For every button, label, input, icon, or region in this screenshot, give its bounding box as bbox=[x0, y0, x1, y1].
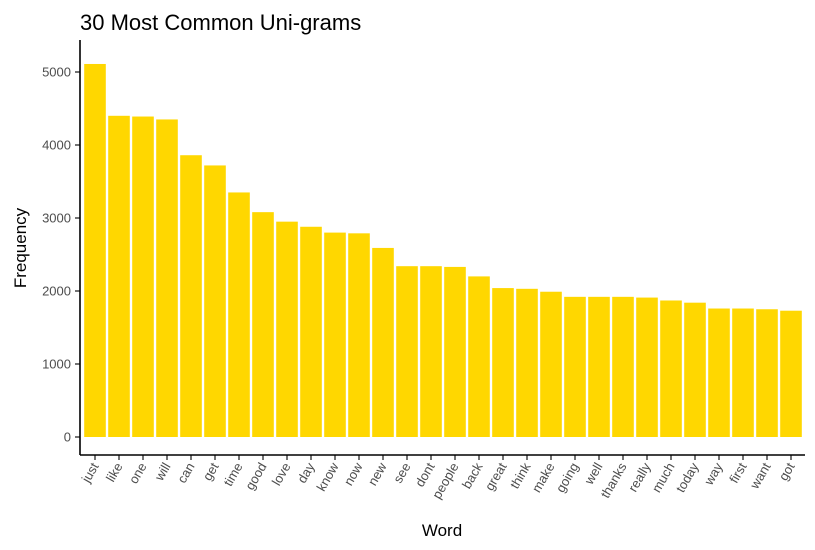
x-tick-label-got: got bbox=[776, 460, 798, 483]
bar-great bbox=[492, 288, 514, 437]
x-tick-label-much: much bbox=[649, 460, 678, 495]
bar-good bbox=[252, 212, 274, 437]
bar-new bbox=[372, 247, 394, 437]
x-tick-label-going: going bbox=[553, 460, 582, 495]
bar-day bbox=[300, 226, 322, 437]
bar-know bbox=[324, 232, 346, 437]
y-axis-title: Frequency bbox=[11, 207, 30, 288]
y-tick-label-0: 0 bbox=[64, 430, 71, 445]
bar-well bbox=[588, 296, 610, 437]
x-tick-label-will: will bbox=[151, 460, 174, 484]
x-tick-label-really: really bbox=[625, 460, 654, 495]
bar-dont bbox=[420, 266, 442, 437]
bar-time bbox=[228, 192, 250, 437]
bar-love bbox=[276, 221, 298, 437]
y-tick-label-4000: 4000 bbox=[42, 138, 71, 153]
bar-will bbox=[156, 119, 178, 437]
bar-now bbox=[348, 233, 370, 437]
x-tick-label-first: first bbox=[726, 460, 750, 486]
x-tick-label-great: great bbox=[482, 460, 510, 493]
bar-really bbox=[636, 297, 658, 437]
x-tick-label-good: good bbox=[242, 460, 269, 493]
bar-can bbox=[180, 155, 202, 437]
x-tick-label-know: know bbox=[313, 459, 341, 493]
x-tick-label-want: want bbox=[746, 460, 773, 492]
x-axis-title: Word bbox=[422, 521, 462, 540]
bar-get bbox=[204, 165, 226, 437]
x-tick-label-love: love bbox=[269, 460, 294, 488]
x-tick-label-just: just bbox=[78, 460, 102, 486]
y-tick-label-2000: 2000 bbox=[42, 284, 71, 299]
x-tick-label-like: like bbox=[103, 460, 126, 484]
bar-one bbox=[132, 116, 154, 437]
bars-group bbox=[84, 63, 802, 438]
bar-going bbox=[564, 296, 586, 437]
x-tick-label-way: way bbox=[701, 460, 726, 489]
chart-title: 30 Most Common Uni-grams bbox=[80, 10, 361, 35]
y-axis: 0 1000 2000 3000 4000 5000 bbox=[42, 40, 81, 455]
bar-much bbox=[660, 300, 682, 437]
x-tick-label-today: today bbox=[673, 460, 702, 495]
bar-just bbox=[84, 63, 106, 437]
bar-make bbox=[540, 291, 562, 437]
bar-people bbox=[444, 266, 466, 437]
x-tick-label-can: can bbox=[174, 460, 197, 486]
bar-want bbox=[756, 309, 778, 437]
x-tick-label-one: one bbox=[126, 460, 150, 486]
bar-first bbox=[732, 308, 754, 437]
bar-today bbox=[684, 302, 706, 437]
bar-way bbox=[708, 308, 730, 437]
bar-think bbox=[516, 288, 538, 437]
x-tick-label-see: see bbox=[390, 460, 413, 486]
bar-see bbox=[396, 266, 418, 437]
x-tick-label-now: now bbox=[341, 459, 366, 488]
x-tick-label-make: make bbox=[529, 460, 558, 495]
bar-got bbox=[780, 310, 802, 437]
x-tick-label-get: get bbox=[200, 460, 222, 483]
bar-like bbox=[108, 115, 130, 438]
y-tick-label-3000: 3000 bbox=[42, 211, 71, 226]
y-tick-label-5000: 5000 bbox=[42, 65, 71, 80]
bar-thanks bbox=[612, 296, 634, 437]
x-tick-label-new: new bbox=[365, 459, 390, 488]
y-tick-label-1000: 1000 bbox=[42, 357, 71, 372]
x-tick-label-day: day bbox=[294, 460, 318, 486]
bar-back bbox=[468, 276, 490, 437]
